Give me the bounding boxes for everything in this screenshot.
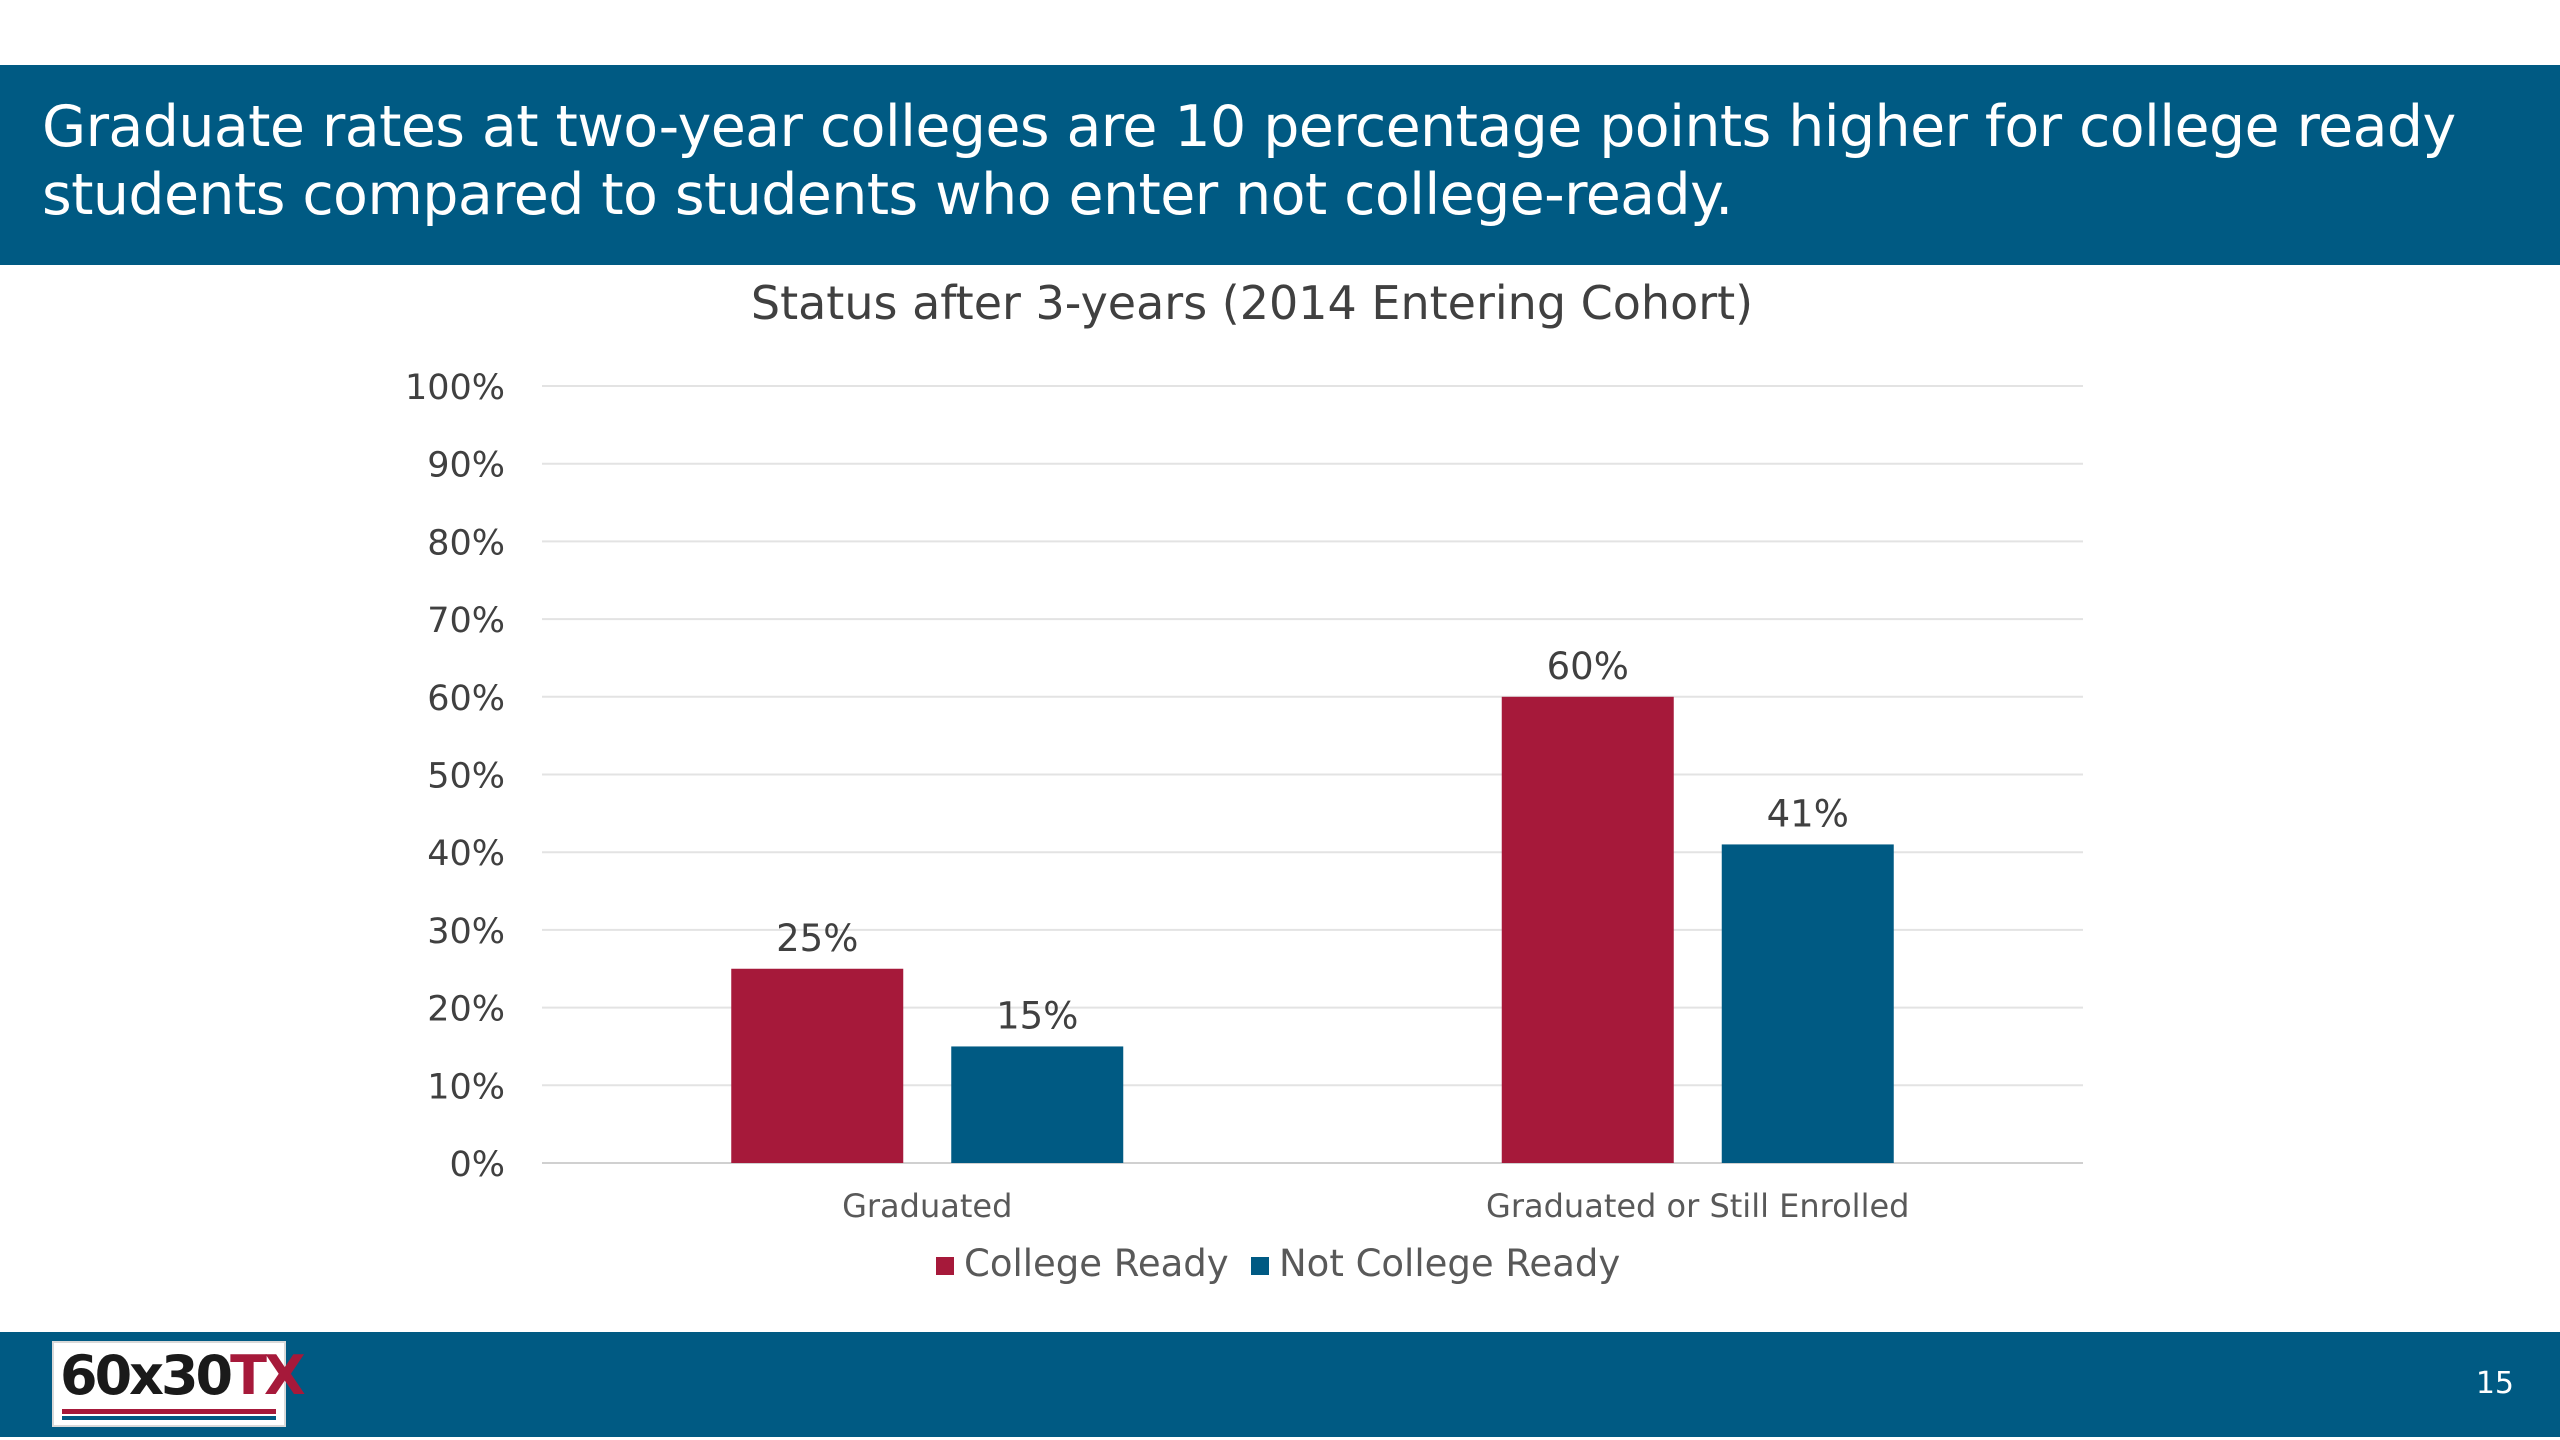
x-tick-label: Graduated xyxy=(842,1187,1012,1225)
x-tick-label: Graduated or Still Enrolled xyxy=(1486,1187,1909,1225)
legend-label: College Ready xyxy=(964,1242,1229,1285)
footer-band: 60x30TX 15 xyxy=(0,1332,2560,1437)
bar xyxy=(731,968,904,1163)
y-tick-label: 0% xyxy=(449,1145,505,1185)
y-tick-label: 90% xyxy=(427,446,505,486)
y-tick-label: 100% xyxy=(405,368,505,408)
bar xyxy=(1501,696,1674,1163)
slide-headline: Graduate rates at two-year colleges are … xyxy=(42,94,2456,228)
y-tick-label: 30% xyxy=(427,912,505,952)
y-tick-label: 20% xyxy=(427,990,505,1030)
bar xyxy=(1721,844,1894,1163)
data-label: 60% xyxy=(1547,645,1629,688)
legend-label: Not College Ready xyxy=(1279,1242,1620,1285)
bar-chart: Status after 3-years (2014 Entering Coho… xyxy=(405,276,2083,1285)
header-band: Graduate rates at two-year colleges are … xyxy=(0,65,2560,265)
data-label: 41% xyxy=(1767,792,1849,835)
y-tick-label: 10% xyxy=(427,1067,505,1107)
logo-60x30tx: 60x30TX xyxy=(52,1341,306,1427)
page-number: 15 xyxy=(2475,1366,2514,1401)
legend-swatch xyxy=(936,1257,954,1275)
y-tick-label: 80% xyxy=(427,523,505,563)
legend-swatch xyxy=(1251,1257,1269,1275)
logo-stripe-red xyxy=(62,1409,276,1414)
logo-state-text: TX xyxy=(230,1344,305,1407)
y-tick-label: 60% xyxy=(427,679,505,719)
y-tick-label: 40% xyxy=(427,834,505,874)
data-label: 15% xyxy=(996,994,1078,1037)
bar xyxy=(951,1046,1124,1163)
logo-number-text: 60x30 xyxy=(60,1344,233,1407)
y-tick-label: 50% xyxy=(427,757,505,797)
data-label: 25% xyxy=(776,917,858,960)
y-tick-label: 70% xyxy=(427,601,505,641)
logo-stripe-blue xyxy=(62,1416,276,1420)
chart-title: Status after 3-years (2014 Entering Coho… xyxy=(751,276,1753,330)
